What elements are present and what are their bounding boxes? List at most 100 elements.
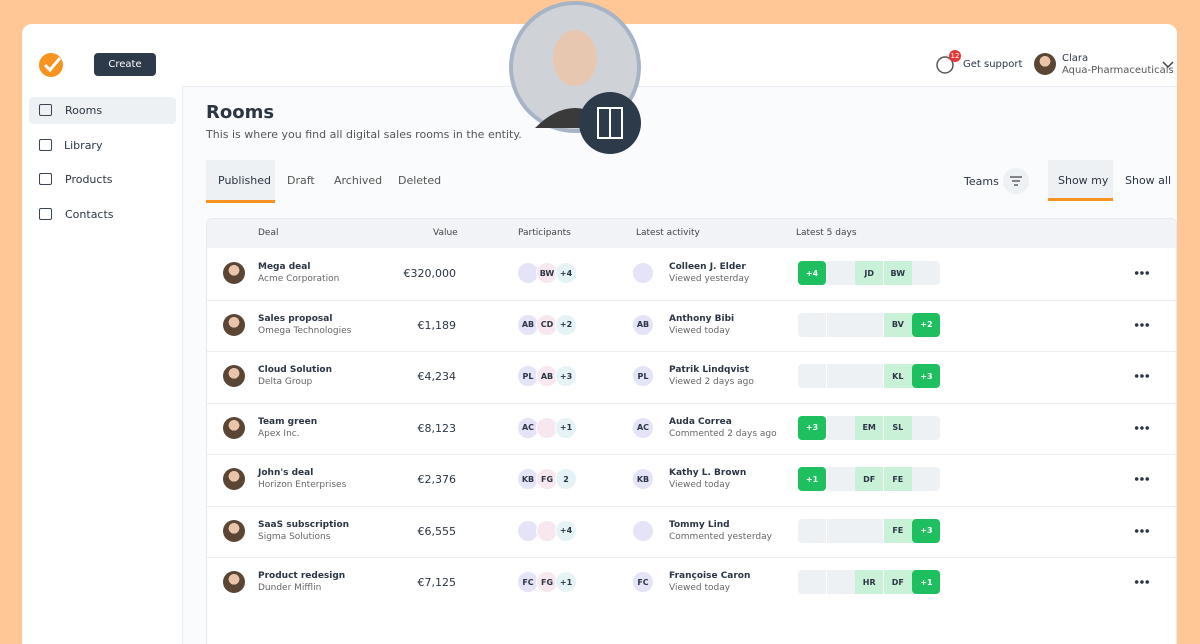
tab[interactable]: Archived bbox=[334, 174, 383, 187]
deal-value: €6,555 bbox=[417, 524, 457, 538]
nav-icon bbox=[39, 138, 52, 151]
tab[interactable]: Deleted bbox=[398, 174, 442, 187]
participant-chip: +3 bbox=[555, 365, 577, 387]
row-menu[interactable] bbox=[1134, 374, 1150, 378]
page: Create 12 Get support Clara Aqua-Pharmac… bbox=[22, 1, 1177, 644]
day-activity: +3 bbox=[798, 415, 826, 440]
column-header: Value bbox=[433, 228, 458, 238]
show-my-toggle[interactable]: Show my bbox=[1058, 174, 1109, 187]
activity-status: Viewed yesterday bbox=[669, 274, 750, 284]
row-menu[interactable] bbox=[1134, 477, 1150, 481]
row-menu[interactable] bbox=[1134, 425, 1150, 430]
deal-avatar bbox=[223, 313, 245, 336]
row-divider bbox=[207, 299, 1176, 301]
nav-item[interactable]: Library bbox=[64, 138, 103, 152]
deal-name[interactable]: Mega deal bbox=[258, 262, 311, 272]
column-header: Participants bbox=[518, 228, 571, 238]
day-empty bbox=[826, 261, 855, 285]
participant-chip: AC bbox=[517, 416, 539, 439]
activity-status: Viewed today bbox=[669, 480, 731, 490]
create-button[interactable]: Create bbox=[94, 53, 156, 76]
deal-avatar bbox=[223, 262, 245, 284]
user-name: Clara bbox=[1062, 53, 1089, 64]
day-activity: +4 bbox=[798, 261, 826, 285]
row-menu[interactable] bbox=[1134, 322, 1150, 327]
deal-company: Delta Group bbox=[258, 377, 313, 387]
deal-avatar bbox=[223, 468, 245, 490]
page-title: Rooms bbox=[206, 102, 275, 123]
logo[interactable] bbox=[38, 52, 66, 80]
day-empty bbox=[912, 415, 941, 440]
deal-name[interactable]: John's deal bbox=[258, 468, 314, 478]
activity-name: Kathy L. Brown bbox=[669, 468, 747, 478]
show-all-toggle[interactable]: Show all bbox=[1125, 174, 1172, 187]
row-divider bbox=[207, 351, 1176, 352]
user-avatar bbox=[1034, 53, 1056, 75]
nav-item[interactable]: Products bbox=[65, 173, 113, 186]
day-activity: +2 bbox=[912, 312, 941, 337]
deal-company: Dunder Mifflin bbox=[258, 583, 322, 593]
active-nav-bg bbox=[29, 97, 176, 124]
deal-value: €7,125 bbox=[417, 576, 457, 589]
participant-chip: +2 bbox=[555, 313, 577, 336]
deal-company: Omega Technologies bbox=[258, 325, 352, 336]
user-menu-chevron[interactable] bbox=[1162, 60, 1174, 70]
deal-value: €8,123 bbox=[417, 421, 457, 435]
activity-name: Colleen J. Elder bbox=[669, 262, 746, 272]
activity-status: Commented 2 days ago bbox=[669, 428, 777, 439]
participant-chip: +4 bbox=[555, 519, 577, 542]
row-menu[interactable] bbox=[1134, 528, 1150, 533]
row-menu[interactable] bbox=[1134, 271, 1150, 275]
day-empty bbox=[826, 415, 855, 440]
deal-name[interactable]: SaaS subscription bbox=[258, 519, 350, 530]
support-link[interactable]: Get support bbox=[963, 59, 1023, 70]
row-divider bbox=[207, 454, 1176, 455]
day-empty bbox=[826, 312, 855, 337]
support-icon[interactable] bbox=[934, 54, 956, 76]
tab[interactable]: Draft bbox=[287, 174, 315, 187]
day-empty bbox=[798, 312, 826, 337]
page-subtitle: This is where you find all digital sales… bbox=[206, 128, 522, 141]
activity-name: Françoise Caron bbox=[669, 571, 751, 581]
filter-button[interactable] bbox=[1002, 167, 1030, 195]
day-empty bbox=[826, 467, 855, 491]
deal-company: Apex Inc. bbox=[258, 428, 300, 439]
deal-value: €4,234 bbox=[417, 370, 457, 383]
day-activity: +3 bbox=[912, 364, 941, 388]
row-divider bbox=[207, 557, 1176, 558]
nav-icon bbox=[39, 104, 52, 116]
activity-avatar: AC bbox=[632, 416, 654, 439]
day-activity: KL bbox=[883, 364, 912, 388]
nav-item[interactable]: Contacts bbox=[65, 207, 114, 221]
nav-item[interactable]: Rooms bbox=[65, 104, 103, 117]
day-empty bbox=[826, 518, 855, 543]
deal-avatar bbox=[223, 571, 245, 593]
nav-icon bbox=[39, 207, 52, 220]
deal-name[interactable]: Product redesign bbox=[258, 571, 346, 581]
activity-status: Commented yesterday bbox=[669, 531, 772, 542]
deal-avatar bbox=[223, 365, 245, 387]
day-activity: HR bbox=[855, 570, 884, 594]
deal-name[interactable]: Team green bbox=[258, 416, 318, 427]
day-empty bbox=[798, 364, 826, 388]
deal-avatar bbox=[223, 416, 245, 439]
activity-name: Tommy Lind bbox=[669, 519, 730, 530]
day-activity: +1 bbox=[912, 570, 941, 594]
deal-name[interactable]: Sales proposal bbox=[258, 313, 333, 324]
teams-filter[interactable]: Teams bbox=[964, 175, 999, 188]
activity-status: Viewed today bbox=[669, 325, 731, 336]
activity-photo bbox=[632, 519, 654, 542]
activity-status: Viewed today bbox=[669, 583, 731, 593]
activity-avatar: FC bbox=[632, 571, 654, 593]
rooms-table: Deal Value Participants Latest activity Late… bbox=[206, 218, 1177, 644]
deal-name[interactable]: Cloud Solution bbox=[258, 365, 332, 375]
participant-chip: +4 bbox=[555, 262, 577, 284]
hero-avatar bbox=[509, 1, 641, 154]
deal-company: Acme Corporation bbox=[258, 274, 340, 284]
column-header: Latest activity bbox=[636, 228, 700, 238]
day-activity: EM bbox=[855, 415, 884, 440]
row-menu[interactable] bbox=[1134, 580, 1150, 584]
tab[interactable]: Published bbox=[218, 174, 271, 187]
participant-chip: 2 bbox=[555, 468, 577, 490]
day-activity: +1 bbox=[798, 467, 826, 491]
